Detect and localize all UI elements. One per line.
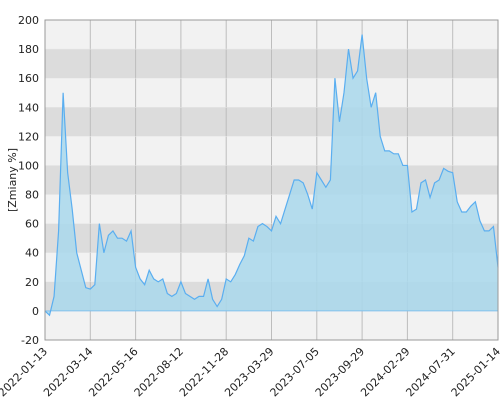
- area: [45, 34, 498, 316]
- y-tick-label: -20: [21, 334, 39, 347]
- y-tick-label: 100: [18, 159, 39, 172]
- y-axis-label: [Zmiany %]: [6, 148, 19, 212]
- y-tick-label: 200: [18, 14, 39, 27]
- y-tick-label: 180: [18, 43, 39, 56]
- y-tick-label: 40: [25, 247, 39, 260]
- y-tick-label: 140: [18, 101, 39, 114]
- y-tick-label: 20: [25, 276, 39, 289]
- line: [44, 34, 499, 317]
- y-tick-label: 160: [18, 72, 39, 85]
- y-tick-label: 60: [25, 218, 39, 231]
- y-tick-label: 0: [32, 305, 39, 318]
- y-tick-label: 120: [18, 130, 39, 143]
- plot-border: [44, 19, 499, 341]
- y-tick-label: 80: [25, 189, 39, 202]
